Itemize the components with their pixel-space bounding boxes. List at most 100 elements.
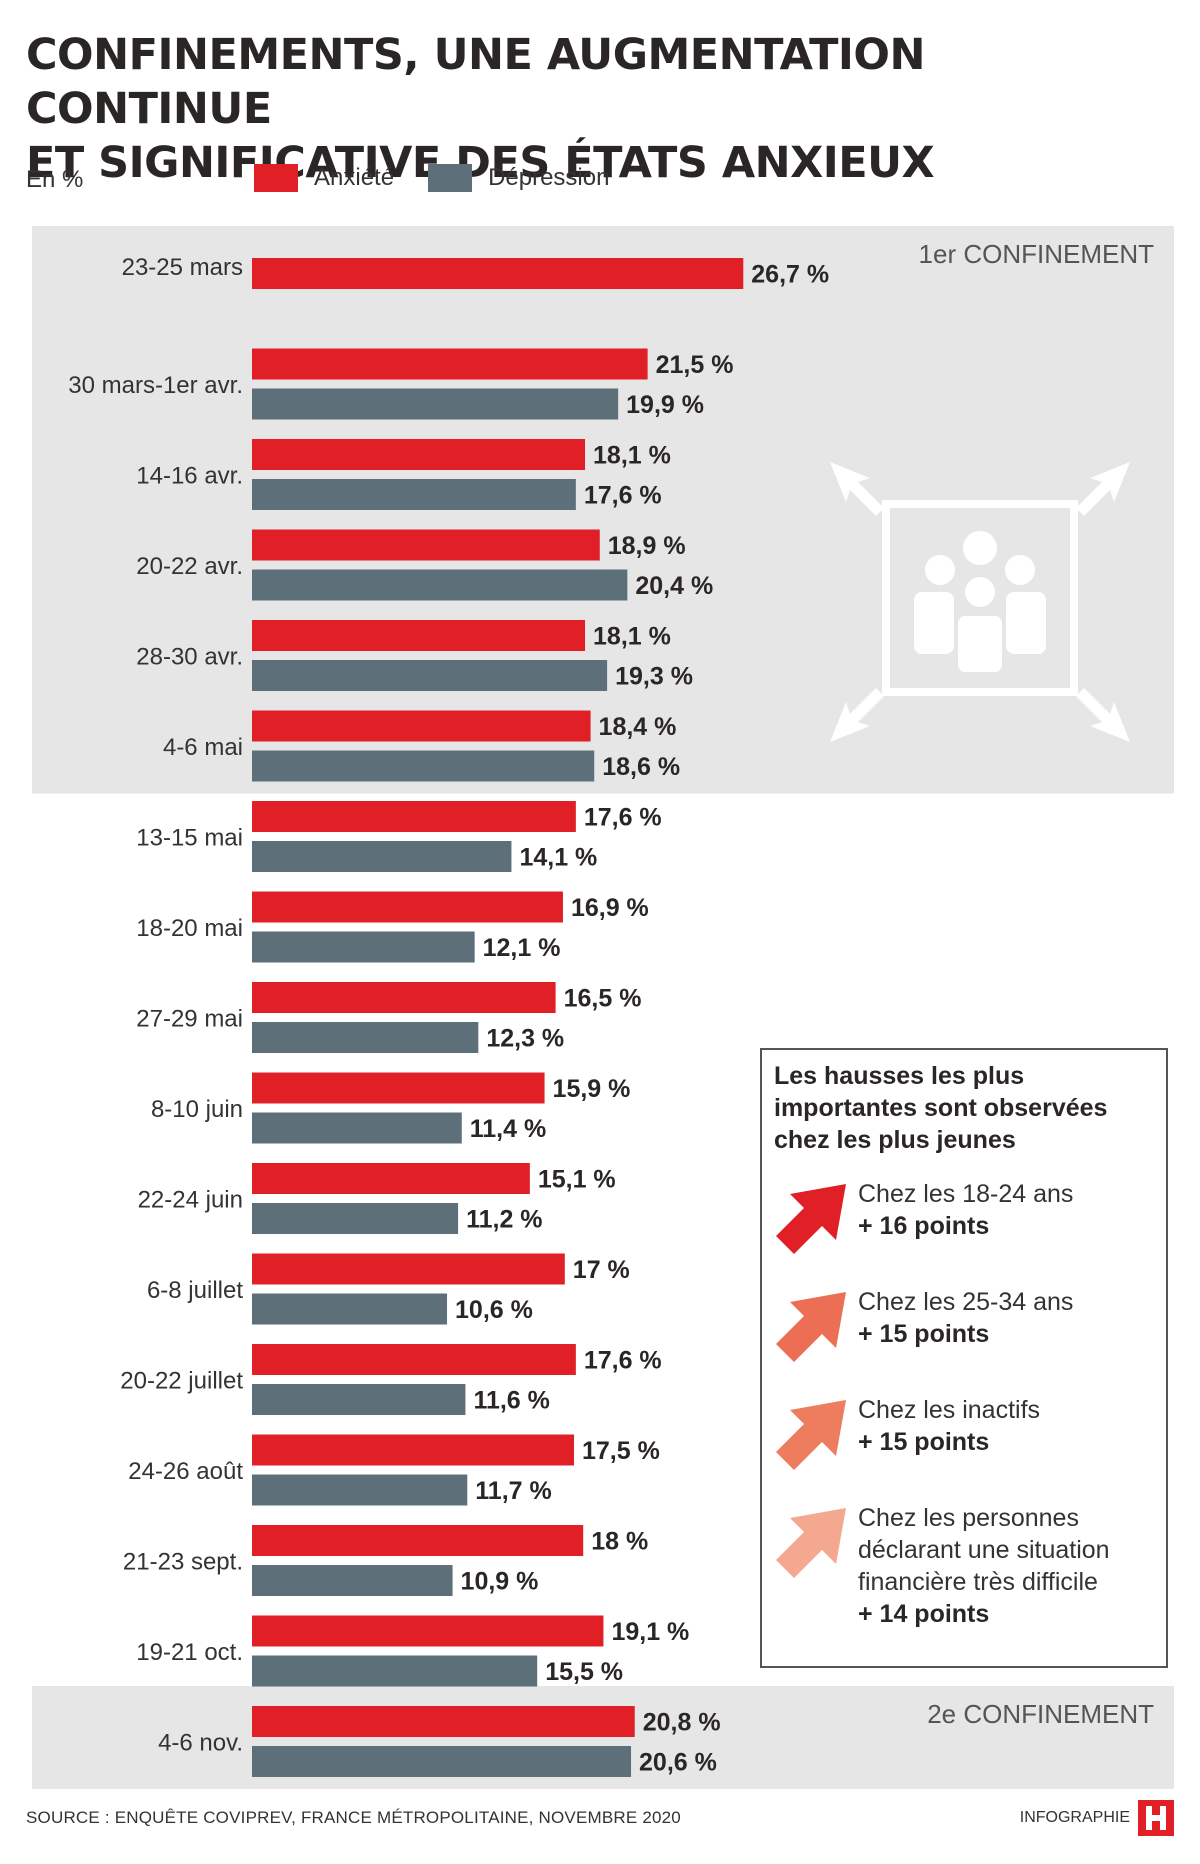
bar-depression xyxy=(252,479,576,510)
value-label-anxiete: 16,9 % xyxy=(571,894,649,922)
category-labels: 23-25 mars 30 mars-1er avr. 14-16 avr. 20-2… xyxy=(68,254,243,1757)
bar-anxiete xyxy=(252,801,576,832)
value-label-anxiete: 19,1 % xyxy=(611,1618,689,1646)
bar-anxiete xyxy=(252,1163,530,1194)
bar-depression xyxy=(252,1203,459,1234)
highlight-points: + 15 points xyxy=(858,1428,990,1456)
value-label-depression: 11,7 % xyxy=(475,1477,551,1505)
highlights-box: Les hausses les plus importantes sont ob… xyxy=(760,1048,1168,1668)
up-right-arrow-icon xyxy=(776,1508,846,1578)
up-right-arrow-icon xyxy=(776,1400,846,1470)
bar-depression xyxy=(252,1112,462,1144)
category-label: 4-6 nov. xyxy=(158,1730,243,1757)
category-label: 20-22 juillet xyxy=(120,1368,243,1395)
value-label-anxiete: 17,5 % xyxy=(582,1437,660,1465)
bar-anxiete xyxy=(252,258,744,289)
people-confinement-icon xyxy=(830,462,1130,742)
highlight-item-inactifs: Chez les inactifs + 15 points xyxy=(762,1394,1166,1504)
highlight-points: + 14 points xyxy=(858,1600,990,1628)
value-label-depression: 19,9 % xyxy=(626,391,704,419)
value-label-anxiete: 15,1 % xyxy=(538,1166,616,1194)
value-label-depression: 11,4 % xyxy=(470,1115,546,1143)
highlight-label: Chez les 25-34 ans xyxy=(858,1288,1074,1316)
legend-label-anxiete: Anxiété xyxy=(314,164,395,191)
confinement-illustration xyxy=(830,462,1130,742)
bar-anxiete xyxy=(252,982,556,1013)
value-label-depression: 17,6 % xyxy=(584,482,662,510)
chart-title: CONFINEMENTS, UNE AUGMENTATION CONTINUE … xyxy=(26,28,1176,190)
category-label: 20-22 avr. xyxy=(136,553,243,580)
highlight-item-25-34: Chez les 25-34 ans + 15 points xyxy=(762,1286,1166,1396)
value-label-depression: 10,6 % xyxy=(455,1296,533,1324)
highlight-text: Chez les personnes déclarant une situati… xyxy=(858,1502,1158,1630)
value-label-depression: 15,5 % xyxy=(545,1658,623,1686)
bar-depression xyxy=(252,569,628,601)
bar-anxiete xyxy=(252,1434,574,1466)
value-labels: 26,7 % 21,5 % 19,9 % 18,1 % 17,6 % 18,9 % 20,4… xyxy=(455,261,829,1777)
bar-depression xyxy=(252,1022,479,1053)
unit-label: En % xyxy=(26,166,84,193)
highlight-text: Chez les inactifs + 15 points xyxy=(858,1394,1158,1458)
value-label-depression: 20,4 % xyxy=(635,572,713,600)
value-label-depression: 12,3 % xyxy=(486,1025,564,1053)
legend-label-depression: Dépression xyxy=(488,164,610,191)
bar-anxiete xyxy=(252,1615,604,1647)
value-label-anxiete: 15,9 % xyxy=(553,1075,631,1103)
category-label: 30 mars-1er avr. xyxy=(68,372,243,399)
bar-depression xyxy=(252,660,608,691)
legend-swatch-depression xyxy=(428,164,473,192)
category-label: 14-16 avr. xyxy=(136,463,243,490)
credit: INFOGRAPHIE xyxy=(1020,1800,1174,1836)
value-label-depression: 11,6 % xyxy=(473,1387,549,1415)
bar-anxiete xyxy=(252,529,600,561)
value-label-anxiete: 18 % xyxy=(591,1528,648,1556)
bar-anxiete xyxy=(252,439,586,470)
highlights-heading: Les hausses les plus importantes sont ob… xyxy=(774,1062,1108,1154)
highlight-points: + 15 points xyxy=(858,1320,990,1348)
bar-depression xyxy=(252,841,512,872)
bar-depression xyxy=(252,750,595,782)
source-note: SOURCE : ENQUÊTE COVIPREV, FRANCE MÉTROP… xyxy=(26,1808,681,1827)
legend-swatch-anxiete xyxy=(254,164,298,192)
value-label-anxiete: 20,8 % xyxy=(643,1709,721,1737)
category-label: 22-24 juin xyxy=(138,1187,243,1214)
bar-anxiete xyxy=(252,1525,584,1556)
bar-depression xyxy=(252,388,619,420)
credit-label: INFOGRAPHIE xyxy=(1019,1809,1130,1826)
value-label-anxiete: 18,1 % xyxy=(593,442,671,470)
bar-anxiete xyxy=(252,348,648,380)
period-band xyxy=(32,226,1174,794)
bar-depression xyxy=(252,1474,468,1506)
value-label-depression: 14,1 % xyxy=(519,844,597,872)
value-label-anxiete: 18,9 % xyxy=(608,532,686,560)
category-label: 21-23 sept. xyxy=(123,1549,243,1576)
highlight-label: Chez les 18-24 ans xyxy=(858,1180,1074,1208)
bar-depression xyxy=(252,1655,538,1687)
legend: Anxiété Dépression xyxy=(254,164,643,192)
bar-anxiete xyxy=(252,620,586,651)
title-line-2: ET SIGNIFICATIVE DES ÉTATS ANXIEUX xyxy=(26,138,935,188)
title-line-1: CONFINEMENTS, UNE AUGMENTATION CONTINUE xyxy=(26,30,925,134)
bar-anxiete xyxy=(252,891,563,923)
legend-item-depression: Dépression xyxy=(428,164,609,192)
legend-item-anxiete: Anxiété xyxy=(254,164,394,192)
highlight-item-situation-financiere: Chez les personnes déclarant une situati… xyxy=(762,1502,1166,1652)
value-label-anxiete: 21,5 % xyxy=(656,351,734,379)
highlight-points: + 16 points xyxy=(858,1212,990,1240)
bar-anxiete xyxy=(252,1344,576,1375)
bars xyxy=(252,258,744,1777)
value-label-depression: 10,9 % xyxy=(461,1568,539,1596)
bar-anxiete xyxy=(252,1072,545,1104)
bar-depression xyxy=(252,1384,466,1415)
bar-depression xyxy=(252,1565,453,1596)
bar-chart: 23-25 mars 30 mars-1er avr. 14-16 avr. 20-2… xyxy=(32,226,1174,1789)
highlight-label: Chez les inactifs xyxy=(858,1396,1041,1424)
highlight-label: Chez les personnes déclarant une situati… xyxy=(858,1504,1110,1596)
highlight-text: Chez les 25-34 ans + 15 points xyxy=(858,1286,1158,1350)
bar-anxiete xyxy=(252,710,591,742)
value-label-anxiete: 17 % xyxy=(573,1256,630,1284)
category-label: 24-26 août xyxy=(128,1458,243,1485)
period-labels: 1er CONFINEMENT 2e CONFINEMENT xyxy=(919,239,1155,1729)
category-label: 28-30 avr. xyxy=(136,644,243,671)
category-label: 18-20 mai xyxy=(136,915,243,942)
